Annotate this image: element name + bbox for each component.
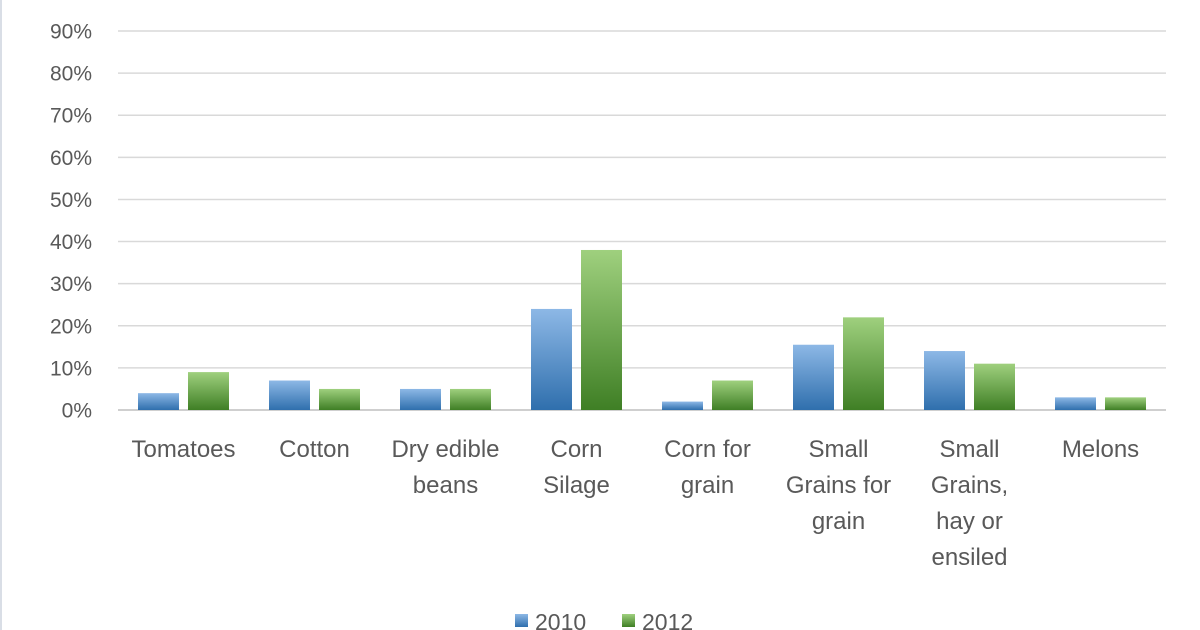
bar-2010-7 — [1055, 397, 1096, 410]
y-tick-label: 50% — [50, 189, 92, 212]
x-category-label-line: grain — [812, 508, 865, 535]
bar-2010-2 — [400, 388, 441, 410]
y-axis-tick-labels: 0% 10% 20% 30% 40% 50% 60% 70% 80% 90% — [50, 21, 92, 423]
x-category-label-line: grain — [681, 472, 734, 499]
x-category-label: Cotton — [279, 436, 350, 463]
x-category-label: Melons — [1062, 436, 1139, 463]
y-tick-label: 0% — [62, 400, 92, 423]
bar-2012-1 — [319, 388, 360, 410]
bar-2012-0 — [188, 372, 229, 410]
x-category-label: Corn for grain — [664, 436, 751, 499]
x-category-label-line: Silage — [543, 472, 610, 499]
x-category-label: Small Grains for grain — [786, 436, 891, 535]
bar-2010-4 — [662, 401, 703, 410]
x-category-label: Dry edible beans — [391, 436, 499, 499]
x-category-label-line: Small — [808, 436, 868, 463]
x-category-label: Tomatoes — [131, 436, 235, 463]
bar-2012-7 — [1105, 397, 1146, 410]
y-tick-label: 20% — [50, 315, 92, 338]
x-category-label-line: hay or — [936, 508, 1003, 535]
x-category-label-line: Melons — [1062, 436, 1139, 463]
bar-2010-6 — [924, 351, 965, 410]
x-category-label-line: Grains for — [786, 472, 891, 499]
bar-2012-2 — [450, 388, 491, 410]
x-category-label-line: Cotton — [279, 436, 350, 463]
bar-2012-6 — [974, 363, 1015, 410]
legend-swatch-2012 — [622, 614, 635, 627]
x-category-label-line: Grains, — [931, 472, 1008, 499]
bar-2012-3 — [581, 249, 622, 410]
x-category-label-line: Tomatoes — [131, 436, 235, 463]
bar-2010-0 — [138, 393, 179, 410]
x-category-label-line: Corn — [550, 436, 602, 463]
bar-2010-5 — [793, 344, 834, 410]
y-tick-label: 60% — [50, 147, 92, 170]
y-tick-label: 10% — [50, 357, 92, 380]
legend: 2010 2012 — [515, 609, 693, 630]
x-category-label: Corn Silage — [543, 436, 610, 499]
legend-swatch-2010 — [515, 614, 528, 627]
y-tick-label: 80% — [50, 63, 92, 86]
legend-label-2012: 2012 — [642, 609, 693, 630]
gridlines — [118, 30, 1166, 411]
x-category-label: Small Grains, hay or ensiled — [931, 436, 1008, 571]
bar-2010-3 — [531, 308, 572, 410]
y-tick-label: 90% — [50, 21, 92, 44]
x-category-label-line: Corn for — [664, 436, 751, 463]
y-tick-label: 30% — [50, 273, 92, 296]
bar-2012-5 — [843, 317, 884, 410]
x-category-label-line: beans — [413, 472, 478, 499]
y-tick-label: 70% — [50, 105, 92, 128]
bar-2012-4 — [712, 380, 753, 410]
x-category-label-line: ensiled — [931, 544, 1007, 571]
x-category-label-line: Small — [939, 436, 999, 463]
bars — [138, 249, 1146, 410]
y-tick-label: 40% — [50, 231, 92, 254]
legend-label-2010: 2010 — [535, 609, 586, 630]
x-category-label-line: Dry edible — [391, 436, 499, 463]
bar-2010-1 — [269, 380, 310, 410]
